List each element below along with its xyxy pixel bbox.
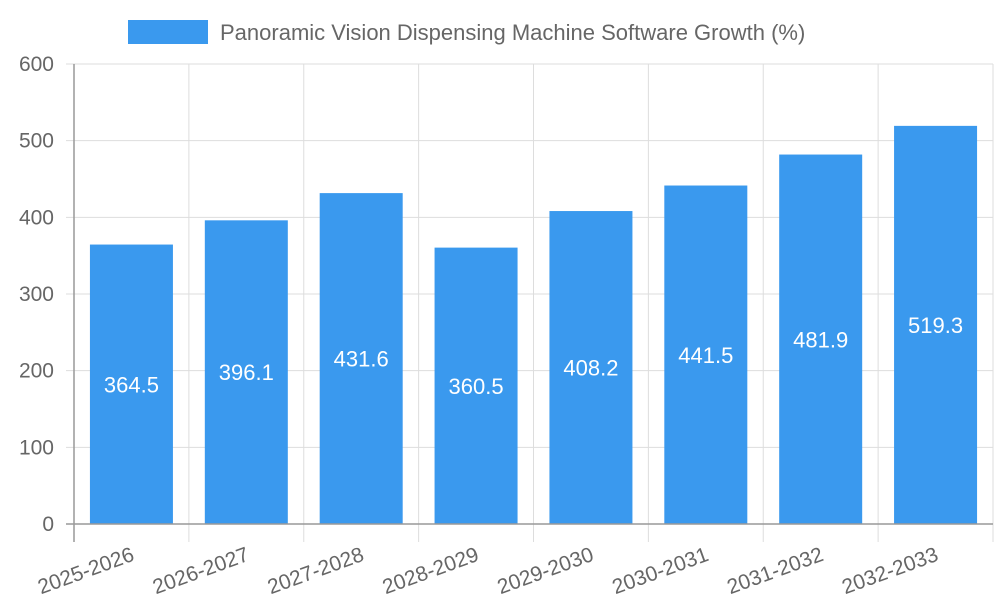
- x-tick-label: 2028-2029: [380, 543, 482, 599]
- x-tick-label: 2027-2028: [265, 543, 367, 599]
- x-tick-label: 2030-2031: [609, 543, 711, 599]
- bar[interactable]: [434, 247, 518, 524]
- bar[interactable]: [89, 244, 173, 525]
- y-tick-label: 400: [19, 206, 54, 229]
- data-label: 364.5: [104, 372, 159, 397]
- x-tick-label: 2031-2032: [724, 543, 826, 599]
- y-tick-label: 300: [19, 283, 54, 306]
- bars: 364.5 396.1 431.6 360.5 408.2 441.5 481.9 519.3: [89, 125, 978, 525]
- bar[interactable]: [664, 185, 748, 524]
- x-tick-label: 2025-2026: [35, 543, 137, 599]
- bar[interactable]: [204, 220, 288, 524]
- bar[interactable]: [549, 211, 633, 524]
- data-label: 408.2: [563, 356, 618, 381]
- y-tick-label: 0: [42, 513, 54, 536]
- data-label: 481.9: [793, 327, 848, 352]
- y-tick-label: 500: [19, 130, 54, 153]
- y-tick-label: 200: [19, 360, 54, 383]
- x-tick-label: 2032-2033: [839, 543, 941, 599]
- bar[interactable]: [894, 125, 978, 525]
- bar[interactable]: [319, 193, 403, 524]
- legend[interactable]: Panoramic Vision Dispensing Machine Soft…: [128, 20, 805, 45]
- y-tick-label: 100: [19, 436, 54, 459]
- data-label: 360.5: [449, 374, 504, 399]
- data-label: 519.3: [908, 313, 963, 338]
- bar[interactable]: [779, 154, 863, 524]
- y-tick-label: 600: [19, 53, 54, 76]
- data-label: 431.6: [334, 347, 389, 372]
- x-tick-label: 2029-2030: [494, 543, 596, 599]
- data-label: 396.1: [219, 360, 274, 385]
- legend-swatch[interactable]: [128, 20, 208, 44]
- data-label: 441.5: [678, 343, 733, 368]
- legend-label[interactable]: Panoramic Vision Dispensing Machine Soft…: [220, 20, 805, 45]
- x-tick-label: 2026-2027: [150, 543, 252, 599]
